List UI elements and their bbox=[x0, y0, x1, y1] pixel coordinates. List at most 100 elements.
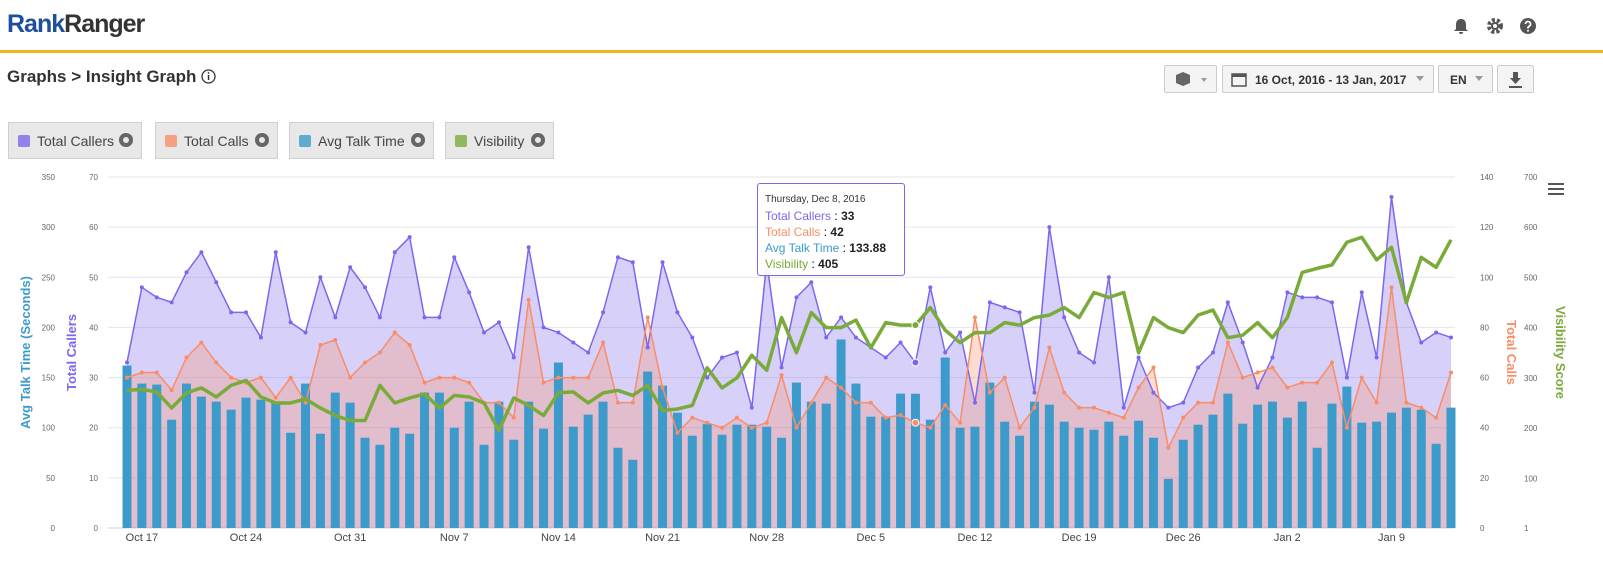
tooltip-row: Total Calls : 42 bbox=[765, 224, 897, 240]
legend-item[interactable]: Visibility bbox=[445, 122, 554, 159]
data-point bbox=[734, 415, 739, 420]
data-point bbox=[1032, 390, 1037, 395]
bar bbox=[1416, 409, 1426, 528]
data-point bbox=[1121, 415, 1126, 420]
bar bbox=[940, 357, 950, 528]
tooltip: Thursday, Dec 8, 2016 Total Callers : 33 T… bbox=[757, 183, 905, 276]
settings-icon[interactable] bbox=[1486, 17, 1504, 35]
data-point bbox=[1434, 330, 1439, 335]
x-tick-label: Dec 19 bbox=[1062, 532, 1097, 544]
data-point bbox=[764, 420, 769, 425]
bar bbox=[494, 401, 504, 528]
data-point bbox=[1389, 285, 1394, 290]
data-point bbox=[630, 400, 635, 405]
bar bbox=[524, 401, 534, 528]
data-point bbox=[1449, 335, 1453, 340]
bar bbox=[271, 401, 281, 528]
logo[interactable]: RankRanger bbox=[7, 10, 145, 39]
bar bbox=[152, 384, 162, 528]
axis-title: Visibility Score bbox=[1553, 306, 1568, 399]
bar bbox=[434, 392, 444, 528]
data-point bbox=[1300, 380, 1305, 385]
bar bbox=[836, 339, 846, 528]
data-point bbox=[452, 375, 457, 380]
bar bbox=[1386, 412, 1396, 528]
bar bbox=[568, 426, 578, 528]
bar bbox=[747, 424, 757, 528]
data-point bbox=[363, 360, 368, 365]
bar bbox=[241, 397, 251, 528]
date-range: 16 Oct, 2016 - 13 Jan, 2017 bbox=[1255, 73, 1407, 87]
data-point bbox=[184, 270, 189, 275]
data-point bbox=[1077, 405, 1082, 410]
data-point bbox=[125, 360, 129, 365]
help-icon[interactable] bbox=[1519, 17, 1537, 35]
data-point bbox=[1285, 290, 1290, 295]
legend-gear[interactable] bbox=[411, 133, 425, 147]
legend-item[interactable]: Total Calls bbox=[155, 122, 278, 159]
bar bbox=[196, 396, 206, 528]
tooltip-separator: : bbox=[811, 257, 815, 271]
bar bbox=[821, 403, 831, 528]
data-point bbox=[511, 415, 516, 420]
legend-gear[interactable] bbox=[255, 133, 269, 147]
data-point bbox=[1270, 355, 1275, 360]
legend-gear[interactable] bbox=[119, 133, 133, 147]
data-point bbox=[1181, 415, 1186, 420]
data-point bbox=[1255, 385, 1260, 390]
data-point bbox=[987, 300, 992, 305]
bell-icon[interactable] bbox=[1452, 17, 1470, 35]
hover-marker bbox=[911, 358, 920, 367]
data-point bbox=[630, 260, 635, 265]
y-tick-label: 700 bbox=[1524, 173, 1538, 182]
bar bbox=[1119, 435, 1129, 528]
hover-marker bbox=[911, 321, 920, 330]
menu-icon[interactable] bbox=[1548, 183, 1564, 195]
bar bbox=[598, 401, 608, 528]
legend-label: Total Calls bbox=[184, 133, 249, 149]
data-point bbox=[556, 330, 561, 335]
bar bbox=[479, 444, 489, 528]
data-point bbox=[437, 375, 442, 380]
bar bbox=[301, 383, 311, 528]
view-dropdown[interactable] bbox=[1164, 65, 1217, 93]
breadcrumb: Graphs > Insight Graph bbox=[7, 67, 216, 87]
y-tick-label: 50 bbox=[46, 474, 55, 483]
legend-item[interactable]: Avg Talk Time bbox=[289, 122, 434, 159]
data-point bbox=[1240, 340, 1245, 345]
data-point bbox=[229, 375, 234, 380]
data-point bbox=[660, 260, 665, 265]
data-point bbox=[1047, 225, 1052, 230]
bar bbox=[1342, 386, 1352, 528]
legend-item[interactable]: Total Callers bbox=[8, 122, 142, 159]
date-range-dropdown[interactable]: 16 Oct, 2016 - 13 Jan, 2017 bbox=[1222, 65, 1434, 93]
data-point bbox=[645, 345, 650, 350]
bar bbox=[1297, 401, 1307, 528]
y-tick-label: 20 bbox=[89, 424, 98, 433]
series-line bbox=[126, 286, 1452, 449]
data-point bbox=[1136, 385, 1141, 390]
data-point bbox=[541, 380, 546, 385]
data-point bbox=[1047, 345, 1052, 350]
legend-gear[interactable] bbox=[531, 133, 545, 147]
language-dropdown[interactable]: EN bbox=[1438, 65, 1493, 93]
data-point bbox=[1315, 295, 1320, 300]
bar bbox=[881, 416, 891, 528]
download-icon bbox=[1509, 72, 1522, 88]
tooltip-series: Visibility bbox=[765, 257, 809, 271]
data-point bbox=[1210, 400, 1215, 405]
download-button[interactable] bbox=[1497, 65, 1534, 93]
data-point bbox=[273, 395, 278, 400]
info-icon[interactable] bbox=[201, 69, 216, 84]
bar bbox=[539, 428, 549, 528]
bar bbox=[643, 371, 653, 528]
bar bbox=[1029, 401, 1039, 528]
bar bbox=[777, 437, 787, 528]
data-point bbox=[1419, 405, 1424, 410]
data-point bbox=[1017, 425, 1022, 430]
y-tick-label: 20 bbox=[1480, 474, 1489, 483]
data-point bbox=[526, 297, 531, 302]
tooltip-value: 42 bbox=[830, 225, 844, 239]
bar bbox=[553, 362, 563, 528]
bar bbox=[1015, 435, 1025, 528]
